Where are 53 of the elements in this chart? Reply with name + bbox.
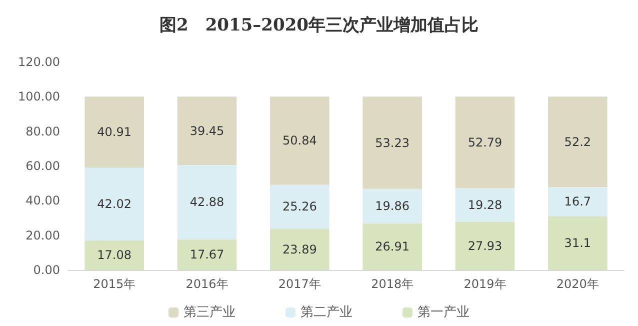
data-label: 31.1 <box>564 236 592 250</box>
bar <box>362 188 422 224</box>
y-tick-label: 0.00 <box>33 263 60 277</box>
data-label: 52.79 <box>468 135 502 150</box>
x-tick-label: 2017年 <box>278 277 321 291</box>
data-label: 19.28 <box>468 198 502 212</box>
bar <box>84 96 144 168</box>
x-tick-label: 2016年 <box>186 277 228 291</box>
bar <box>270 184 330 229</box>
x-tick-label: 2018年 <box>371 277 414 291</box>
data-label: 19.86 <box>375 199 410 214</box>
bar <box>84 240 144 270</box>
bar <box>177 165 237 240</box>
bar <box>548 96 608 188</box>
data-label: 53.23 <box>375 136 410 150</box>
legend-label: 第一产业 <box>418 305 470 320</box>
bar <box>362 96 422 189</box>
data-label: 26.91 <box>375 240 410 254</box>
y-tick-label: 20.00 <box>26 228 60 242</box>
bar <box>177 96 237 166</box>
bar <box>455 222 515 270</box>
y-tick-label: 80.00 <box>26 124 60 138</box>
x-tick-label: 2020年 <box>556 277 599 291</box>
legend-label: 第二产业 <box>300 305 352 320</box>
y-tick-label: 100.00 <box>18 90 60 104</box>
x-tick-label: 2019年 <box>464 277 506 291</box>
data-label: 16.7 <box>564 194 592 209</box>
data-label: 23.89 <box>282 242 317 256</box>
data-label: 17.08 <box>97 248 132 262</box>
legend-label: 第三产业 <box>184 305 236 320</box>
data-label: 39.45 <box>190 124 224 138</box>
bar <box>84 168 144 240</box>
x-tick-label: 2015年 <box>93 277 136 291</box>
y-tick-label: 40.00 <box>26 194 60 208</box>
y-tick-label: 60.00 <box>26 159 60 173</box>
data-label: 50.84 <box>282 134 317 148</box>
data-label: 42.88 <box>190 195 224 210</box>
data-label: 52.2 <box>564 134 592 149</box>
bar <box>548 187 608 216</box>
chart-title: 图2 2015–2020年三次产业增加值占比 <box>160 16 478 36</box>
data-label: 17.67 <box>190 248 224 262</box>
data-label: 42.02 <box>97 196 132 211</box>
bar <box>455 188 515 222</box>
data-label: 27.93 <box>468 238 502 253</box>
bar <box>177 239 237 270</box>
bar <box>362 223 422 270</box>
y-tick-label: 120.00 <box>18 55 60 69</box>
bar <box>270 96 330 185</box>
bar <box>270 228 330 270</box>
data-label: 25.26 <box>282 200 317 214</box>
bar <box>455 96 515 188</box>
data-label: 40.91 <box>97 125 132 140</box>
bar <box>548 216 608 270</box>
